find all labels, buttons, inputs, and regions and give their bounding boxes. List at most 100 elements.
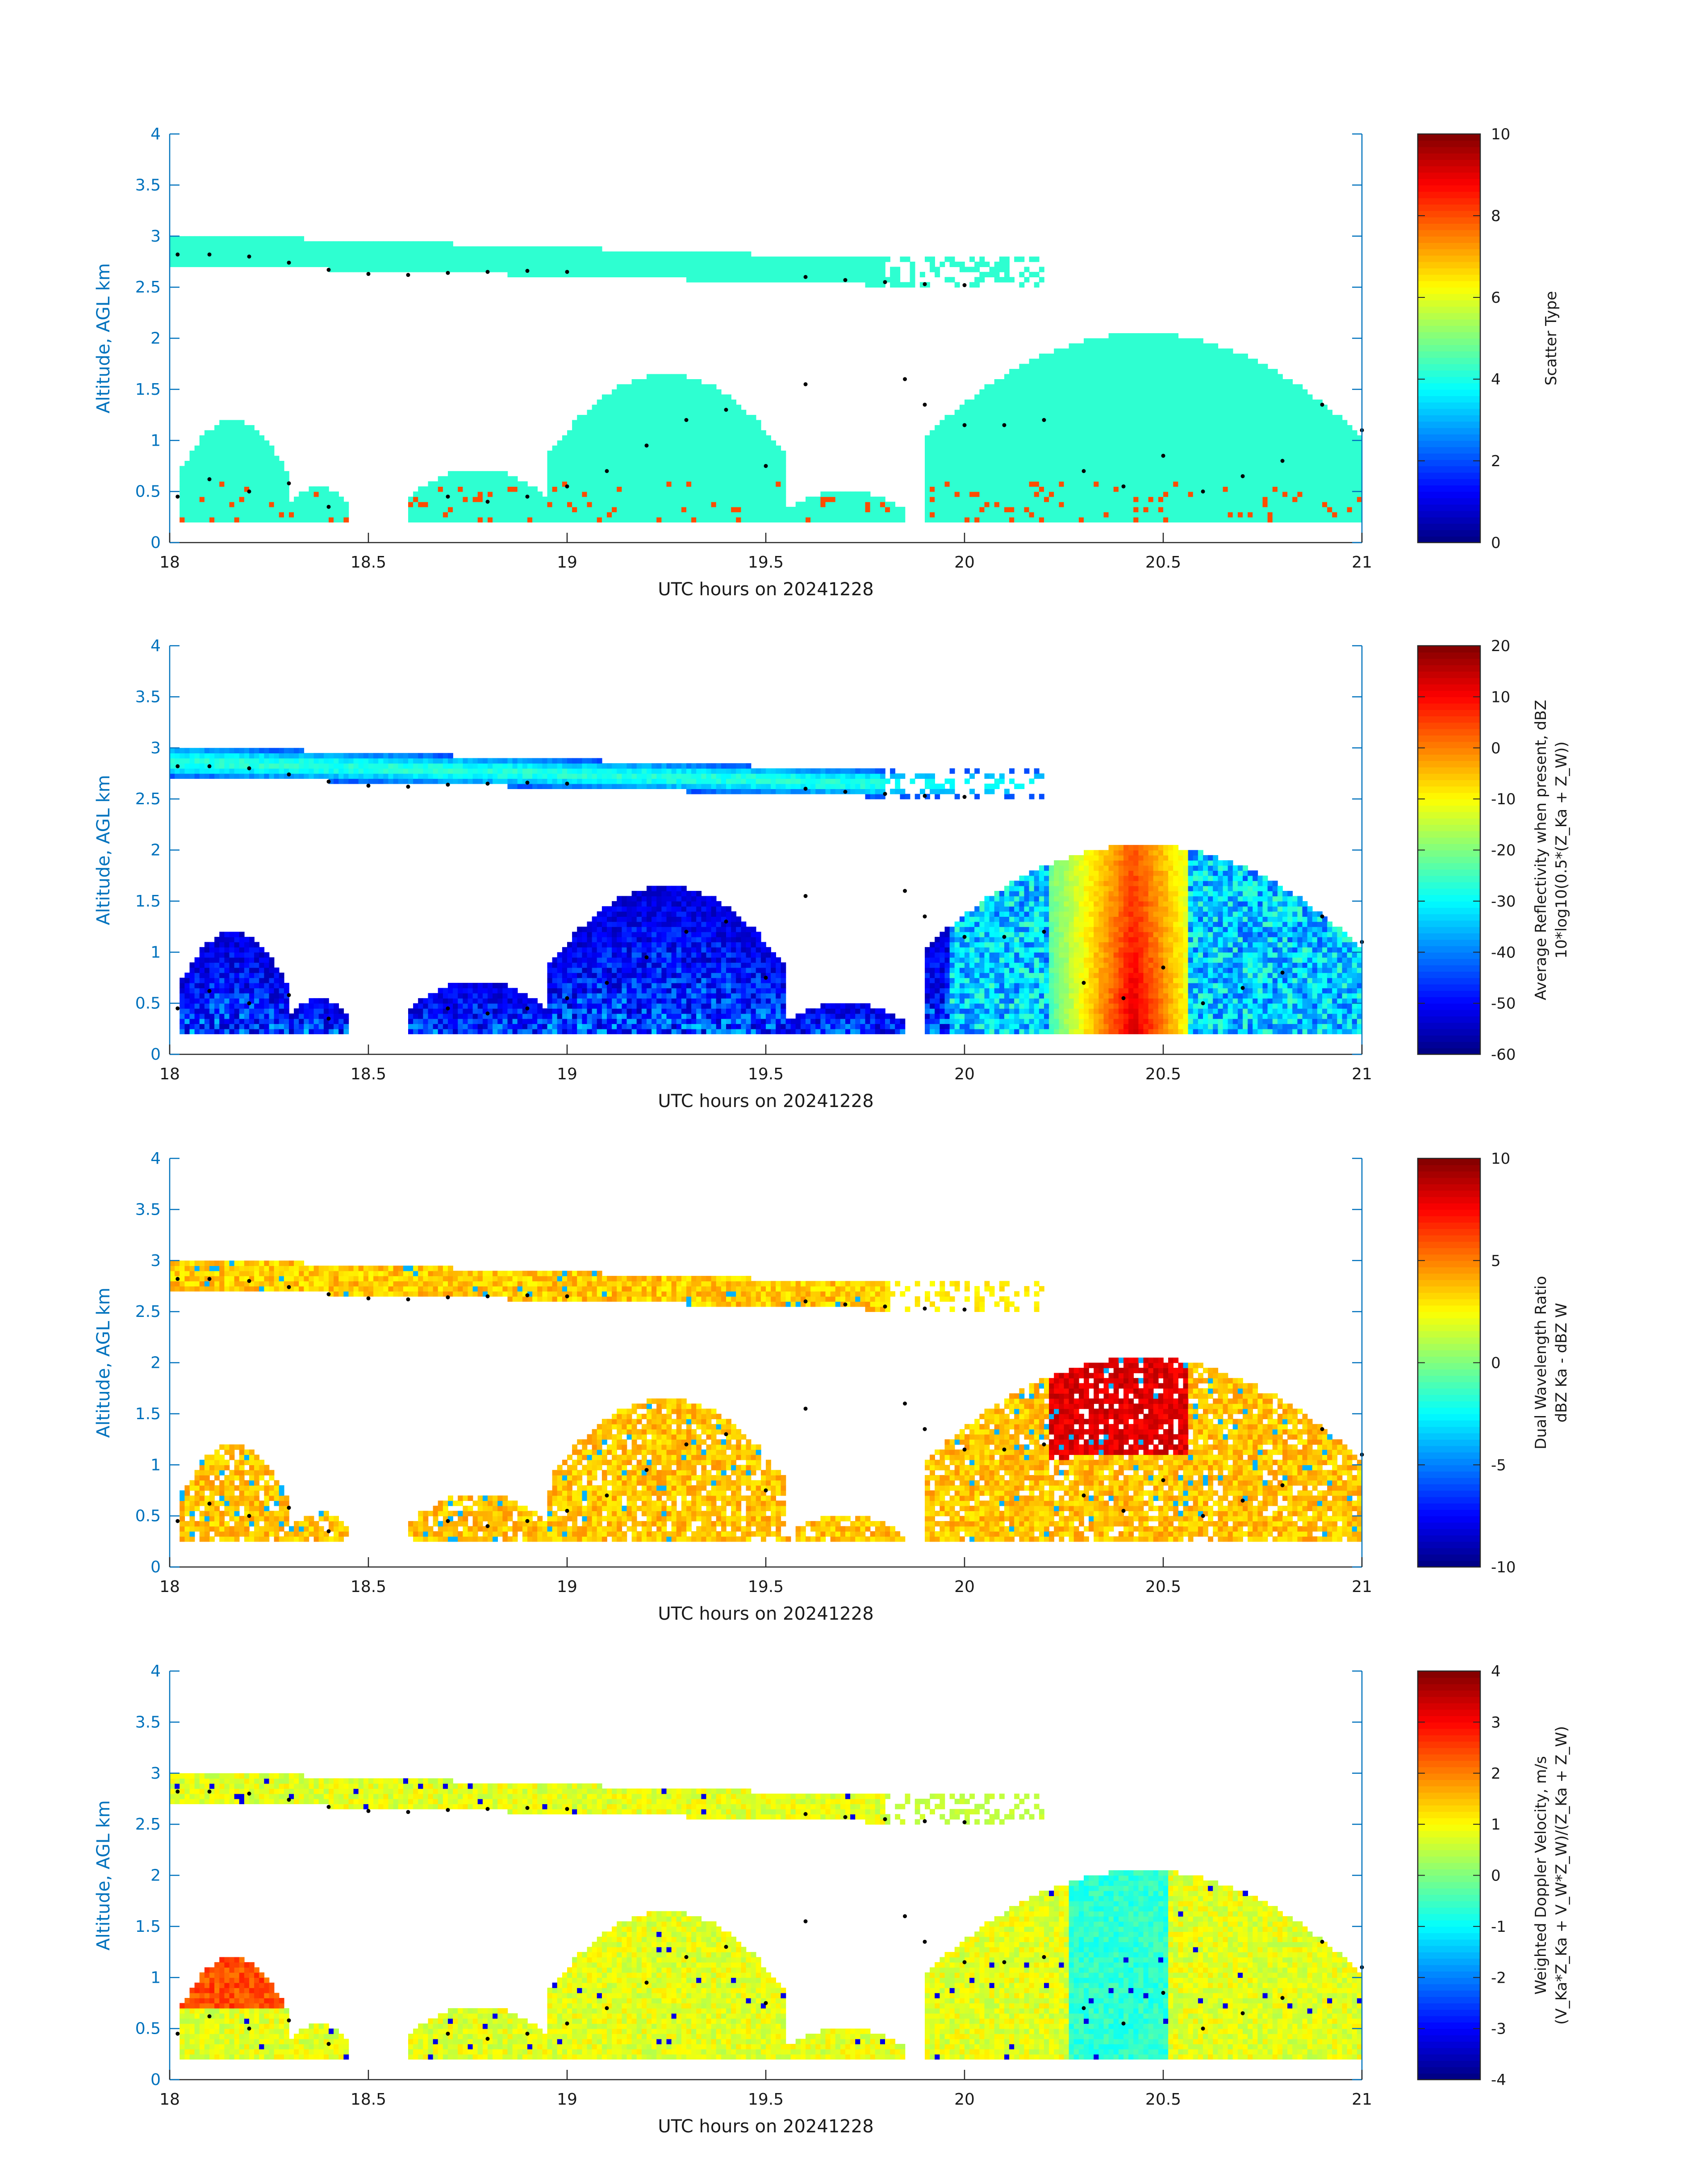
heatmap-cell bbox=[741, 466, 746, 471]
heatmap-cell bbox=[274, 507, 280, 512]
heatmap-cell bbox=[1128, 461, 1134, 466]
heatmap-cell bbox=[1183, 364, 1189, 369]
heatmap-cell bbox=[1019, 394, 1024, 400]
heatmap-cell bbox=[259, 471, 264, 476]
heatmap-cell bbox=[1158, 354, 1164, 359]
heatmap-cell bbox=[731, 272, 736, 277]
heatmap-cell bbox=[1173, 359, 1178, 364]
heatmap-cell bbox=[756, 440, 761, 446]
heatmap-cell bbox=[1208, 440, 1213, 446]
heatmap-cell bbox=[875, 497, 881, 502]
heatmap-cell bbox=[1069, 389, 1074, 395]
heatmap-cell bbox=[343, 247, 349, 252]
heatmap-cell bbox=[1009, 451, 1015, 456]
heatmap-cell bbox=[1004, 507, 1010, 512]
heatmap-cell bbox=[1257, 400, 1263, 405]
heatmap-cell bbox=[1158, 338, 1164, 344]
heatmap-cell bbox=[458, 502, 463, 507]
heatmap-cell bbox=[592, 481, 597, 487]
heatmap-cell bbox=[651, 446, 657, 451]
heatmap-cell bbox=[1024, 400, 1030, 405]
heatmap-cell bbox=[552, 257, 558, 262]
heatmap-cell bbox=[209, 486, 215, 492]
heatmap-cell bbox=[1089, 492, 1094, 497]
heatmap-cell bbox=[214, 481, 220, 487]
heatmap-cell bbox=[1049, 471, 1054, 476]
heatmap-cell bbox=[691, 492, 697, 497]
heatmap-cell bbox=[622, 486, 627, 492]
heatmap-cell bbox=[950, 471, 955, 476]
heatmap-cell bbox=[200, 435, 205, 441]
heatmap-cell bbox=[1193, 420, 1199, 426]
heatmap-cell bbox=[209, 262, 215, 267]
heatmap-cell bbox=[195, 507, 200, 512]
heatmap-cell bbox=[826, 502, 831, 507]
heatmap-cell bbox=[637, 410, 642, 415]
heatmap-cell bbox=[205, 451, 210, 456]
heatmap-cell bbox=[259, 517, 264, 522]
heatmap-cell bbox=[1069, 471, 1074, 476]
heatmap-cell bbox=[1014, 379, 1019, 384]
heatmap-cell bbox=[994, 415, 1000, 420]
heatmap-cell bbox=[443, 241, 448, 247]
heatmap-cell bbox=[940, 446, 945, 451]
heatmap-cell bbox=[200, 481, 205, 487]
heatmap-cell bbox=[930, 257, 935, 262]
heatmap-cell bbox=[1123, 410, 1129, 415]
heatmap-cell bbox=[661, 430, 667, 435]
heatmap-cell bbox=[726, 257, 731, 262]
heatmap-cell bbox=[632, 456, 637, 461]
heatmap-cell bbox=[945, 492, 950, 497]
heatmap-cell bbox=[1168, 486, 1173, 492]
heatmap-cell bbox=[458, 476, 463, 481]
heatmap-cell bbox=[656, 251, 662, 257]
heatmap-cell bbox=[259, 486, 264, 492]
heatmap-cell bbox=[274, 257, 280, 262]
heatmap-cell bbox=[458, 486, 463, 492]
heatmap-cell bbox=[279, 512, 284, 517]
heatmap-cell bbox=[552, 262, 558, 267]
heatmap-cell bbox=[607, 486, 612, 492]
heatmap-cell bbox=[1004, 492, 1010, 497]
heatmap-cell bbox=[433, 507, 438, 512]
heatmap-cell bbox=[999, 507, 1005, 512]
heatmap-cell bbox=[860, 502, 865, 507]
heatmap-cell bbox=[230, 251, 235, 257]
heatmap-cell bbox=[990, 267, 995, 272]
heatmap-cell bbox=[647, 466, 652, 471]
heatmap-cell bbox=[1123, 512, 1129, 517]
heatmap-cell bbox=[1263, 517, 1268, 522]
heatmap-cell bbox=[1233, 446, 1238, 451]
heatmap-cell bbox=[1144, 486, 1149, 492]
heatmap-cell bbox=[259, 476, 264, 481]
heatmap-cell bbox=[1158, 394, 1164, 400]
heatmap-cell bbox=[1168, 517, 1173, 522]
heatmap-cell bbox=[974, 486, 980, 492]
heatmap-cell bbox=[731, 446, 736, 451]
heatmap-cell bbox=[1203, 379, 1208, 384]
heatmap-cell bbox=[1024, 374, 1030, 380]
heatmap-cell bbox=[1153, 384, 1159, 389]
heatmap-cell bbox=[190, 456, 195, 461]
heatmap-cell bbox=[1198, 405, 1203, 410]
heatmap-cell bbox=[184, 481, 190, 487]
heatmap-cell bbox=[960, 492, 965, 497]
heatmap-cell bbox=[815, 497, 821, 502]
heatmap-cell bbox=[1044, 430, 1049, 435]
heatmap-cell bbox=[875, 277, 881, 282]
heatmap-cell bbox=[1049, 512, 1054, 517]
heatmap-cell bbox=[299, 517, 304, 522]
heatmap-cell bbox=[677, 471, 682, 476]
heatmap-cell bbox=[900, 507, 905, 512]
heatmap-cell bbox=[890, 267, 895, 272]
heatmap-cell bbox=[960, 440, 965, 446]
heatmap-cell bbox=[209, 257, 215, 262]
heatmap-cell bbox=[1168, 476, 1173, 481]
heatmap-cell bbox=[1119, 425, 1124, 430]
heatmap-cell bbox=[294, 241, 299, 247]
heatmap-cell bbox=[1069, 415, 1074, 420]
heatmap-cell bbox=[751, 415, 756, 420]
heatmap-cell bbox=[508, 257, 513, 262]
heatmap-cell bbox=[338, 512, 344, 517]
heatmap-cell bbox=[1228, 405, 1233, 410]
